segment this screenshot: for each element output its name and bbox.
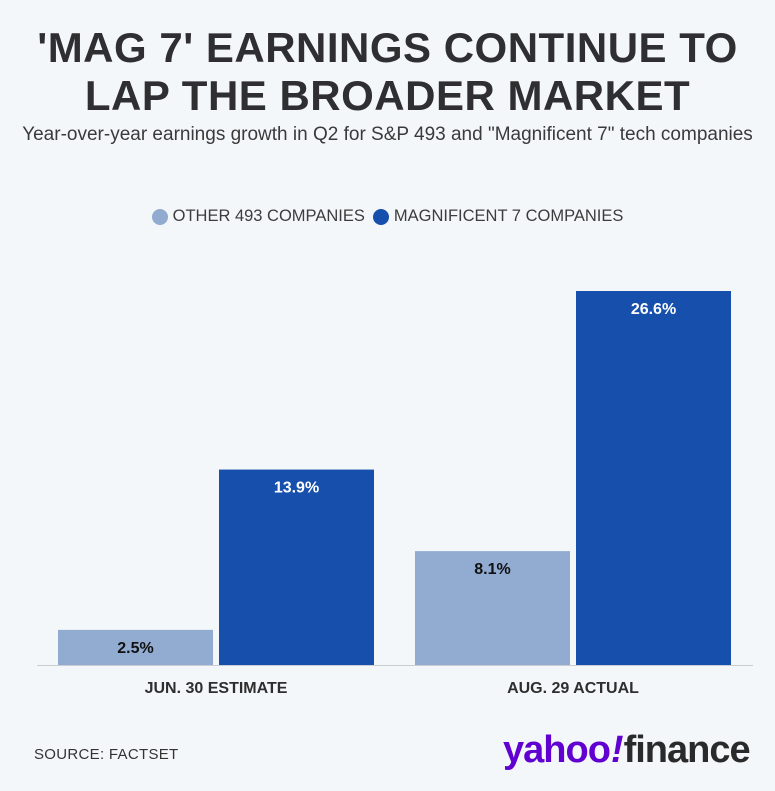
data-label-other-493-1: 8.1% — [474, 561, 510, 578]
logo-yahoo: yahoo — [503, 729, 611, 771]
legend-swatch-magnificent-7 — [372, 208, 389, 225]
bar-magnificent-7-1 — [576, 291, 731, 665]
data-label-other-493-0: 2.5% — [117, 640, 153, 657]
logo-exclamation: ! — [610, 729, 624, 771]
data-label-magnificent-7-1: 26.6% — [631, 301, 676, 318]
legend-label-other-493: OTHER 493 COMPANIES — [172, 207, 365, 225]
legend-label-magnificent-7: MAGNIFICENT 7 COMPANIES — [393, 207, 624, 225]
bar-other-493-0 — [58, 629, 213, 665]
yahoo-finance-logo: yahoo!finance — [503, 728, 751, 772]
chart-title: 'MAG 7' EARNINGS CONTINUE TO LAP THE BRO… — [0, 24, 775, 120]
chart-title-line-2: LAP THE BROADER MARKET — [84, 72, 691, 119]
legend-item-magnificent-7: MAGNIFICENT 7 COMPANIES — [372, 207, 624, 226]
logo-finance: finance — [623, 729, 751, 771]
x-tick-label-1: AUG. 29 ACTUAL — [507, 680, 639, 697]
bar-other-493-1 — [415, 551, 570, 665]
legend-swatch-other-493 — [151, 208, 168, 225]
legend: OTHER 493 COMPANIES MAGNIFICENT 7 COMPAN… — [0, 207, 775, 226]
x-tick-label-0: JUN. 30 ESTIMATE — [145, 680, 288, 697]
data-label-magnificent-7-0: 13.9% — [274, 480, 319, 497]
chart-subtitle: Year-over-year earnings growth in Q2 for… — [22, 124, 753, 145]
legend-item-other-493: OTHER 493 COMPANIES — [151, 207, 365, 226]
bar-magnificent-7-0 — [219, 469, 374, 665]
source-note: SOURCE: FACTSET — [34, 746, 179, 763]
chart-title-line-1: 'MAG 7' EARNINGS CONTINUE TO — [37, 24, 738, 71]
